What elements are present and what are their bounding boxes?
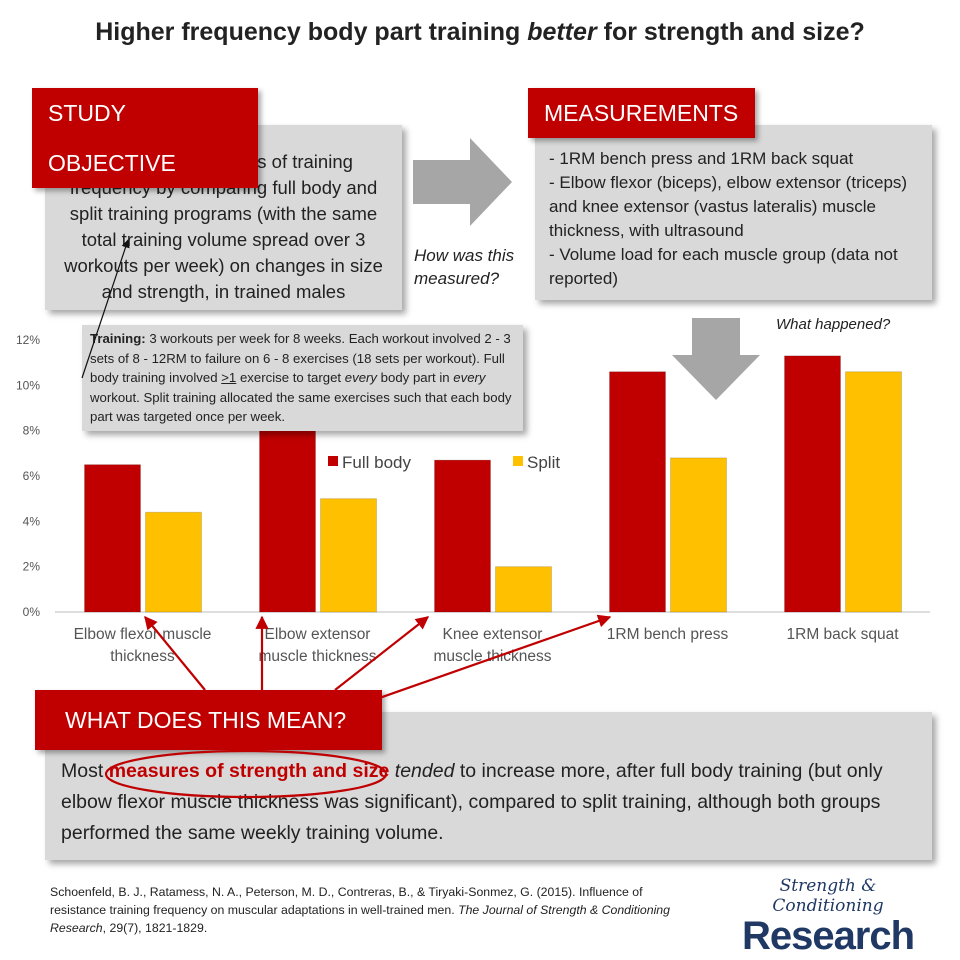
text-run: , 29(7), 1821-1829. <box>102 921 208 935</box>
bar <box>784 355 841 613</box>
bar <box>495 566 552 613</box>
arrow-right <box>413 138 512 226</box>
text-run: Schoenfeld, B. J., Ratamess, N. A., Pete… <box>50 885 643 917</box>
bar <box>259 423 316 613</box>
y-tick-label: 10% <box>16 378 40 392</box>
bar <box>845 371 902 613</box>
logo-bottom: Research <box>741 914 915 958</box>
y-tick-label: 0% <box>23 605 41 619</box>
text-run: workout. Split training allocated the sa… <box>90 389 512 425</box>
measurement-item: - Volume load for each muscle group (dat… <box>549 245 898 288</box>
text-run: body part in <box>377 370 454 385</box>
text-run: >1 <box>221 370 237 385</box>
meaning-heading: WHAT DOES THIS MEAN? <box>35 690 382 750</box>
arrow-down <box>672 318 760 400</box>
bar <box>609 371 666 613</box>
x-tick-label: 1RM back squat <box>786 626 899 643</box>
y-tick-label: 8% <box>23 424 41 438</box>
text-run: measures of strength and size <box>108 760 390 782</box>
text-run: exercise to target <box>236 370 345 385</box>
measurements-box: - 1RM bench press and 1RM back squat - El… <box>535 125 932 300</box>
question: How was this measured? <box>414 246 515 288</box>
training-box: Training: 3 workouts per week for 8 week… <box>82 325 523 431</box>
text-run: 3 workouts per week for 8 weeks. Each wo… <box>90 331 511 385</box>
bar <box>145 511 202 613</box>
x-tick-label: Knee extensor muscle thickness <box>433 626 552 665</box>
legend-label: Split <box>527 453 560 472</box>
bar <box>320 498 377 613</box>
text-run: The Journal of Strength & Conditioning R… <box>50 903 670 935</box>
y-tick-label: 6% <box>23 469 41 483</box>
x-tick-label: Elbow flexor muscle thickness <box>73 626 212 665</box>
text-run: to increase more, after full body traini… <box>61 760 883 844</box>
text-run: better <box>527 18 597 46</box>
logo: Strength & Conditioning Research <box>728 876 928 956</box>
objective-heading: STUDY OBJECTIVE <box>32 88 258 188</box>
bar <box>670 457 727 613</box>
text-run: tended <box>394 760 455 782</box>
meaning-text: Most measures of strength and size tende… <box>61 756 916 849</box>
bar <box>434 459 491 613</box>
legend-swatch <box>513 456 523 466</box>
text-run: Higher frequency body part training <box>95 18 528 46</box>
bar <box>84 464 141 613</box>
text-run: for strength and size? <box>596 18 865 46</box>
measurements-heading: MEASUREMENTS <box>528 88 755 138</box>
x-tick-label: 1RM bench press <box>606 626 729 643</box>
citation: Schoenfeld, B. J., Ratamess, N. A., Pete… <box>50 883 700 937</box>
text-run: Training: <box>90 331 146 346</box>
y-tick-label: 2% <box>23 560 41 574</box>
title: Higher frequency body part training bett… <box>0 18 960 47</box>
text-run: every <box>344 370 378 385</box>
logo-top: Strength & Conditioning <box>772 876 884 916</box>
x-tick-label: Elbow extensor muscle thickness <box>258 626 377 665</box>
text-run: every <box>453 370 486 385</box>
happened: What happened? <box>776 316 891 333</box>
measurement-item: - 1RM bench press and 1RM back squat <box>549 149 854 168</box>
text-run: Most <box>61 760 109 782</box>
y-tick-label: 12% <box>16 333 40 347</box>
measurement-item: - Elbow flexor (biceps), elbow extensor … <box>549 173 908 240</box>
measurement-list: - 1RM bench press and 1RM back squat - El… <box>549 147 918 291</box>
y-tick-label: 4% <box>23 514 41 528</box>
legend-label: Full body <box>342 453 411 472</box>
legend-swatch <box>328 456 338 466</box>
